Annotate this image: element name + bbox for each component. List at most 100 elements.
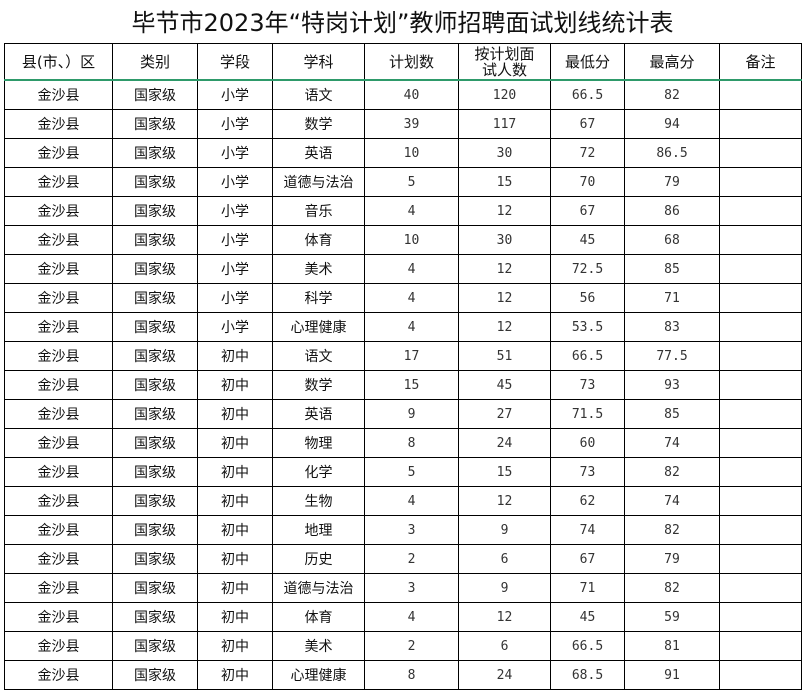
cell-plan-count[interactable]: 3 (364, 515, 459, 545)
cell-level[interactable]: 初中 (197, 544, 273, 574)
cell-plan-count[interactable]: 10 (364, 225, 459, 255)
cell-county[interactable]: 金沙县 (4, 283, 113, 313)
cell-min-score[interactable]: 72 (550, 138, 625, 168)
cell-remarks[interactable] (719, 138, 802, 168)
cell-min-score[interactable]: 68.5 (550, 660, 625, 690)
cell-max-score[interactable]: 77.5 (624, 341, 720, 371)
cell-max-score[interactable]: 93 (624, 370, 720, 400)
cell-subject[interactable]: 生物 (272, 486, 365, 516)
cell-county[interactable]: 金沙县 (4, 167, 113, 197)
cell-remarks[interactable] (719, 631, 802, 661)
cell-interview-count[interactable]: 12 (458, 312, 551, 342)
cell-max-score[interactable]: 81 (624, 631, 720, 661)
cell-remarks[interactable] (719, 486, 802, 516)
cell-plan-count[interactable]: 5 (364, 457, 459, 487)
cell-interview-count[interactable]: 24 (458, 428, 551, 458)
header-plan-count[interactable]: 计划数 (364, 43, 459, 81)
cell-min-score[interactable]: 67 (550, 544, 625, 574)
cell-category[interactable]: 国家级 (112, 196, 198, 226)
header-interview-count[interactable]: 按计划面试人数 (458, 43, 551, 81)
cell-min-score[interactable]: 53.5 (550, 312, 625, 342)
cell-subject[interactable]: 历史 (272, 544, 365, 574)
cell-level[interactable]: 小学 (197, 254, 273, 284)
cell-min-score[interactable]: 66.5 (550, 341, 625, 371)
cell-max-score[interactable]: 91 (624, 660, 720, 690)
cell-max-score[interactable]: 79 (624, 544, 720, 574)
cell-remarks[interactable] (719, 167, 802, 197)
cell-level[interactable]: 初中 (197, 486, 273, 516)
cell-subject[interactable]: 语文 (272, 341, 365, 371)
cell-subject[interactable]: 物理 (272, 428, 365, 458)
cell-category[interactable]: 国家级 (112, 138, 198, 168)
cell-remarks[interactable] (719, 225, 802, 255)
cell-interview-count[interactable]: 12 (458, 602, 551, 632)
cell-category[interactable]: 国家级 (112, 341, 198, 371)
cell-remarks[interactable] (719, 109, 802, 139)
cell-max-score[interactable]: 94 (624, 109, 720, 139)
cell-interview-count[interactable]: 12 (458, 254, 551, 284)
cell-county[interactable]: 金沙县 (4, 544, 113, 574)
cell-interview-count[interactable]: 15 (458, 167, 551, 197)
cell-level[interactable]: 小学 (197, 196, 273, 226)
cell-category[interactable]: 国家级 (112, 399, 198, 429)
cell-interview-count[interactable]: 30 (458, 225, 551, 255)
cell-interview-count[interactable]: 12 (458, 283, 551, 313)
cell-county[interactable]: 金沙县 (4, 109, 113, 139)
cell-category[interactable]: 国家级 (112, 573, 198, 603)
cell-max-score[interactable]: 68 (624, 225, 720, 255)
cell-level[interactable]: 初中 (197, 399, 273, 429)
cell-max-score[interactable]: 86.5 (624, 138, 720, 168)
cell-min-score[interactable]: 66.5 (550, 79, 625, 110)
cell-interview-count[interactable]: 51 (458, 341, 551, 371)
cell-max-score[interactable]: 83 (624, 312, 720, 342)
cell-county[interactable]: 金沙县 (4, 428, 113, 458)
cell-level[interactable]: 初中 (197, 631, 273, 661)
cell-min-score[interactable]: 66.5 (550, 631, 625, 661)
cell-max-score[interactable]: 85 (624, 254, 720, 284)
cell-remarks[interactable] (719, 428, 802, 458)
cell-level[interactable]: 小学 (197, 312, 273, 342)
cell-plan-count[interactable]: 2 (364, 544, 459, 574)
cell-subject[interactable]: 道德与法治 (272, 573, 365, 603)
cell-interview-count[interactable]: 12 (458, 196, 551, 226)
cell-remarks[interactable] (719, 660, 802, 690)
cell-remarks[interactable] (719, 544, 802, 574)
cell-max-score[interactable]: 82 (624, 515, 720, 545)
header-max-score[interactable]: 最高分 (624, 43, 720, 81)
cell-min-score[interactable]: 56 (550, 283, 625, 313)
cell-category[interactable]: 国家级 (112, 544, 198, 574)
cell-county[interactable]: 金沙县 (4, 457, 113, 487)
cell-county[interactable]: 金沙县 (4, 196, 113, 226)
cell-county[interactable]: 金沙县 (4, 573, 113, 603)
cell-level[interactable]: 初中 (197, 573, 273, 603)
cell-max-score[interactable]: 82 (624, 573, 720, 603)
cell-plan-count[interactable]: 4 (364, 602, 459, 632)
cell-plan-count[interactable]: 17 (364, 341, 459, 371)
cell-interview-count[interactable]: 15 (458, 457, 551, 487)
cell-county[interactable]: 金沙县 (4, 138, 113, 168)
cell-subject[interactable]: 地理 (272, 515, 365, 545)
cell-interview-count[interactable]: 117 (458, 109, 551, 139)
cell-subject[interactable]: 体育 (272, 225, 365, 255)
cell-plan-count[interactable]: 9 (364, 399, 459, 429)
cell-plan-count[interactable]: 2 (364, 631, 459, 661)
cell-category[interactable]: 国家级 (112, 486, 198, 516)
cell-level[interactable]: 初中 (197, 602, 273, 632)
cell-max-score[interactable]: 85 (624, 399, 720, 429)
cell-max-score[interactable]: 82 (624, 79, 720, 110)
cell-level[interactable]: 初中 (197, 428, 273, 458)
cell-level[interactable]: 初中 (197, 341, 273, 371)
header-remarks[interactable]: 备注 (719, 43, 802, 81)
cell-plan-count[interactable]: 15 (364, 370, 459, 400)
cell-county[interactable]: 金沙县 (4, 225, 113, 255)
cell-level[interactable]: 小学 (197, 283, 273, 313)
cell-min-score[interactable]: 74 (550, 515, 625, 545)
cell-county[interactable]: 金沙县 (4, 602, 113, 632)
cell-subject[interactable]: 美术 (272, 254, 365, 284)
cell-min-score[interactable]: 67 (550, 109, 625, 139)
cell-min-score[interactable]: 73 (550, 370, 625, 400)
cell-plan-count[interactable]: 39 (364, 109, 459, 139)
cell-level[interactable]: 小学 (197, 138, 273, 168)
header-category[interactable]: 类别 (112, 43, 198, 81)
cell-interview-count[interactable]: 27 (458, 399, 551, 429)
